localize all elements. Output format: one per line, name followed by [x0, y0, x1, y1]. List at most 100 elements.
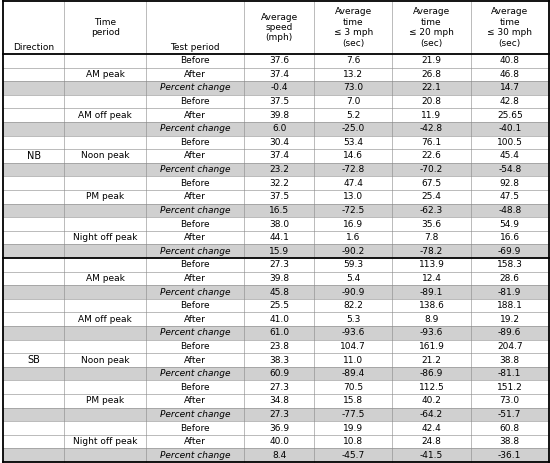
- Text: -90.2: -90.2: [342, 247, 365, 256]
- Text: -77.5: -77.5: [342, 410, 365, 419]
- Text: 7.0: 7.0: [346, 97, 360, 106]
- Text: SB: SB: [27, 355, 40, 365]
- Text: Before: Before: [180, 97, 210, 106]
- Text: 138.6: 138.6: [419, 301, 444, 310]
- Text: 60.8: 60.8: [500, 424, 520, 432]
- Text: 30.4: 30.4: [269, 138, 289, 147]
- Text: 100.5: 100.5: [497, 138, 522, 147]
- Text: 27.3: 27.3: [269, 260, 289, 269]
- Text: After: After: [184, 356, 206, 364]
- Text: 158.3: 158.3: [497, 260, 522, 269]
- Text: AM off peak: AM off peak: [79, 315, 132, 324]
- Text: -69.9: -69.9: [498, 247, 521, 256]
- Text: 11.9: 11.9: [421, 111, 442, 119]
- Text: After: After: [184, 396, 206, 406]
- Text: 21.9: 21.9: [421, 56, 442, 65]
- Text: 59.3: 59.3: [343, 260, 363, 269]
- Text: After: After: [184, 437, 206, 446]
- Text: 7.6: 7.6: [346, 56, 360, 65]
- Text: Before: Before: [180, 219, 210, 229]
- Text: 24.8: 24.8: [421, 437, 442, 446]
- Text: -89.4: -89.4: [342, 369, 365, 378]
- Text: 13.0: 13.0: [343, 192, 363, 201]
- Text: Before: Before: [180, 383, 210, 392]
- Text: 22.6: 22.6: [421, 151, 442, 161]
- Text: 45.4: 45.4: [500, 151, 520, 161]
- Text: 16.6: 16.6: [500, 233, 520, 242]
- Text: 15.9: 15.9: [269, 247, 289, 256]
- Text: 37.5: 37.5: [269, 97, 289, 106]
- Text: 42.8: 42.8: [500, 97, 520, 106]
- Text: -64.2: -64.2: [420, 410, 443, 419]
- Text: 25.5: 25.5: [269, 301, 289, 310]
- Text: After: After: [184, 315, 206, 324]
- Text: NB: NB: [26, 151, 41, 161]
- Text: Average
speed
(mph): Average speed (mph): [261, 13, 298, 42]
- Text: 1.6: 1.6: [346, 233, 360, 242]
- Text: 92.8: 92.8: [500, 179, 520, 188]
- Text: -81.9: -81.9: [498, 288, 521, 296]
- Text: AM peak: AM peak: [86, 70, 125, 79]
- Text: Before: Before: [180, 342, 210, 351]
- Text: -93.6: -93.6: [342, 328, 365, 338]
- Text: 7.8: 7.8: [424, 233, 439, 242]
- Bar: [3, 122, 549, 136]
- Text: AM peak: AM peak: [86, 274, 125, 283]
- Text: -45.7: -45.7: [342, 451, 365, 460]
- Text: Before: Before: [180, 56, 210, 65]
- Text: 38.8: 38.8: [500, 437, 520, 446]
- Text: 60.9: 60.9: [269, 369, 289, 378]
- Text: 5.2: 5.2: [346, 111, 360, 119]
- Text: 26.8: 26.8: [421, 70, 442, 79]
- Text: -90.9: -90.9: [342, 288, 365, 296]
- Text: -89.1: -89.1: [420, 288, 443, 296]
- Text: PM peak: PM peak: [86, 396, 124, 406]
- Text: 113.9: 113.9: [419, 260, 444, 269]
- Text: PM peak: PM peak: [86, 192, 124, 201]
- Text: 15.8: 15.8: [343, 396, 363, 406]
- Text: -81.1: -81.1: [498, 369, 521, 378]
- Text: 70.5: 70.5: [343, 383, 363, 392]
- Text: After: After: [184, 233, 206, 242]
- Text: 82.2: 82.2: [343, 301, 363, 310]
- Text: -40.1: -40.1: [498, 124, 521, 133]
- Text: Percent change: Percent change: [160, 410, 230, 419]
- Text: Before: Before: [180, 138, 210, 147]
- Text: 46.8: 46.8: [500, 70, 520, 79]
- Text: Average
time
≤ 3 mph
(sec): Average time ≤ 3 mph (sec): [333, 7, 373, 48]
- Text: 76.1: 76.1: [421, 138, 442, 147]
- Text: 27.3: 27.3: [269, 410, 289, 419]
- Bar: [3, 81, 549, 95]
- Text: 37.6: 37.6: [269, 56, 289, 65]
- Text: 45.8: 45.8: [269, 288, 289, 296]
- Text: 11.0: 11.0: [343, 356, 363, 364]
- Text: Noon peak: Noon peak: [81, 356, 130, 364]
- Text: 28.6: 28.6: [500, 274, 520, 283]
- Text: 16.5: 16.5: [269, 206, 289, 215]
- Text: 23.8: 23.8: [269, 342, 289, 351]
- Text: -86.9: -86.9: [420, 369, 443, 378]
- Text: 22.1: 22.1: [421, 83, 442, 93]
- Text: 151.2: 151.2: [497, 383, 522, 392]
- Bar: [3, 326, 549, 340]
- Text: 37.4: 37.4: [269, 70, 289, 79]
- Text: 35.6: 35.6: [421, 219, 442, 229]
- Text: -36.1: -36.1: [498, 451, 521, 460]
- Text: 53.4: 53.4: [343, 138, 363, 147]
- Bar: [3, 163, 549, 176]
- Text: Before: Before: [180, 260, 210, 269]
- Text: 21.2: 21.2: [421, 356, 442, 364]
- Text: Percent change: Percent change: [160, 247, 230, 256]
- Text: -41.5: -41.5: [420, 451, 443, 460]
- Text: 112.5: 112.5: [419, 383, 444, 392]
- Text: 37.4: 37.4: [269, 151, 289, 161]
- Text: 40.8: 40.8: [500, 56, 520, 65]
- Text: Night off peak: Night off peak: [73, 233, 138, 242]
- Text: 54.9: 54.9: [500, 219, 520, 229]
- Text: 36.9: 36.9: [269, 424, 289, 432]
- Text: 14.6: 14.6: [343, 151, 363, 161]
- Bar: [3, 367, 549, 381]
- Text: -51.7: -51.7: [498, 410, 521, 419]
- Bar: [3, 285, 549, 299]
- Text: After: After: [184, 274, 206, 283]
